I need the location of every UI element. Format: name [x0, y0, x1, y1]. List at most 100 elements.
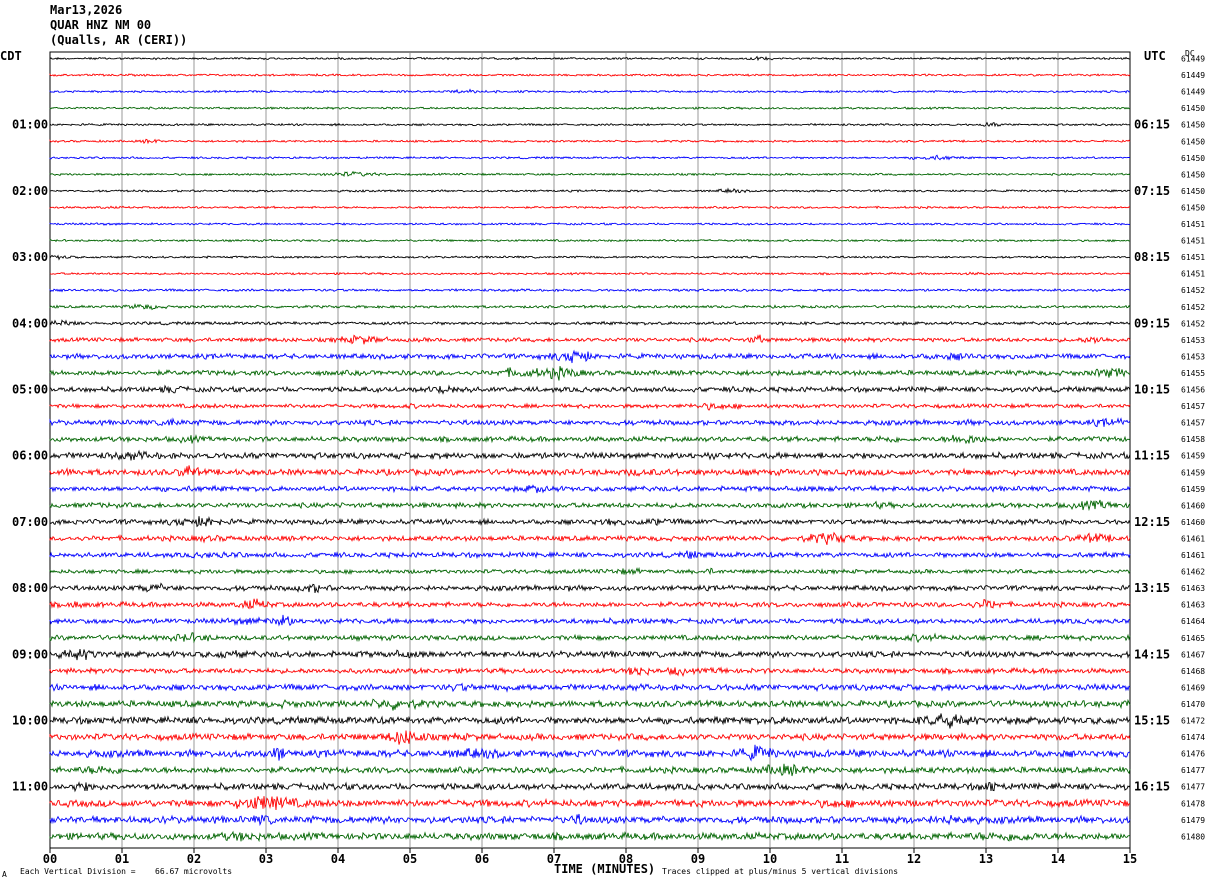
trace-line [49, 632, 1131, 644]
dc-offset-label: 61450 [1181, 170, 1205, 179]
trace-line [49, 649, 1131, 661]
trace-line [49, 781, 1131, 793]
right-time-label: 10:15 [1134, 383, 1170, 397]
dc-offset-label: 61464 [1181, 617, 1205, 626]
header-date: Mar13,2026 [50, 3, 123, 17]
dc-offset-label: 61449 [1181, 71, 1205, 80]
trace-line [49, 813, 1131, 827]
dc-offset-label: 61451 [1181, 220, 1205, 229]
trace-line [49, 187, 1131, 194]
trace-line [49, 449, 1131, 461]
left-time-label: 03:00 [12, 250, 48, 264]
trace-line [49, 614, 1131, 627]
trace-line [49, 698, 1131, 711]
dc-offset-label: 61450 [1181, 154, 1205, 163]
right-time-label: 07:15 [1134, 184, 1170, 198]
dc-offset-label: 61480 [1181, 832, 1205, 841]
trace-line [49, 730, 1131, 745]
left-time-label: 05:00 [12, 383, 48, 397]
trace-line [49, 796, 1131, 811]
dc-offset-label: 61474 [1181, 733, 1205, 742]
trace-line [49, 349, 1131, 364]
dc-offset-label: 61461 [1181, 551, 1205, 560]
right-time-label: 15:15 [1134, 714, 1170, 728]
trace-line [49, 138, 1131, 145]
dc-offset-label: 61468 [1181, 667, 1205, 676]
left-time-label: 06:00 [12, 449, 48, 463]
dc-offset-label: 61457 [1181, 402, 1205, 411]
x-tick-label: 02 [187, 852, 201, 866]
dc-offset-label: 61478 [1181, 799, 1205, 808]
dc-offset-label: 61452 [1181, 286, 1205, 295]
dc-offset-label: 61450 [1181, 104, 1205, 113]
dc-offset-label: 61451 [1181, 237, 1205, 246]
dc-offset-label: 61477 [1181, 783, 1205, 792]
dc-offset-label: 61462 [1181, 568, 1205, 577]
x-tick-label: 11 [835, 852, 849, 866]
dc-offset-label: 61450 [1181, 137, 1205, 146]
dc-offset-label: 61459 [1181, 468, 1205, 477]
trace-line [49, 73, 1131, 77]
dc-offset-label: 61455 [1181, 369, 1205, 378]
right-zone-label: UTC [1144, 49, 1166, 63]
trace-line [49, 334, 1131, 345]
left-time-label: 07:00 [12, 515, 48, 529]
dc-offset-label: 61452 [1181, 303, 1205, 312]
trace-line [49, 744, 1131, 762]
trace-line [49, 666, 1131, 678]
trace-line [49, 222, 1131, 226]
trace-line [49, 121, 1131, 128]
trace-line [49, 582, 1131, 594]
x-tick-label: 14 [1051, 852, 1065, 866]
dc-offset-label: 61450 [1181, 187, 1205, 196]
dc-offset-label: 61465 [1181, 634, 1205, 643]
x-tick-label: 15 [1123, 852, 1137, 866]
header-station: QUAR HNZ NM 00 [50, 18, 152, 32]
trace-line [49, 434, 1131, 445]
dc-offset-label: 61453 [1181, 352, 1205, 361]
dc-offset-label: 61460 [1181, 518, 1205, 527]
dc-offset-label: 61459 [1181, 452, 1205, 461]
dc-offset-label: 61456 [1181, 386, 1205, 395]
right-time-label: 13:15 [1134, 581, 1170, 595]
x-tick-label: 06 [475, 852, 489, 866]
trace-line [49, 499, 1131, 512]
footer-corner-mark: A [2, 870, 7, 879]
dc-offset-label: 61450 [1181, 203, 1205, 212]
dc-offset-label: 61453 [1181, 336, 1205, 345]
trace-line [49, 484, 1131, 494]
x-tick-label: 05 [403, 852, 417, 866]
left-time-label: 10:00 [12, 714, 48, 728]
left-time-label: 11:00 [12, 780, 48, 794]
dc-offset-label: 61457 [1181, 419, 1205, 428]
x-tick-label: 13 [979, 852, 993, 866]
x-tick-label: 09 [691, 852, 705, 866]
dc-offset-label: 61477 [1181, 766, 1205, 775]
trace-line [49, 88, 1130, 94]
trace-line [49, 271, 1131, 276]
x-tick-label: 01 [115, 852, 129, 866]
left-time-label: 04:00 [12, 316, 48, 330]
trace-line [49, 566, 1131, 576]
footer-scale-value: 66.67 microvolts [155, 867, 233, 876]
right-time-label: 16:15 [1134, 780, 1170, 794]
x-tick-label: 04 [331, 852, 345, 866]
dc-offset-label: 61469 [1181, 683, 1205, 692]
trace-line [49, 303, 1131, 311]
right-time-label: 14:15 [1134, 647, 1170, 661]
dc-offset-label: 61452 [1181, 319, 1205, 328]
x-tick-label: 03 [259, 852, 273, 866]
trace-line [49, 763, 1131, 777]
dc-offset-label: 61449 [1181, 88, 1205, 97]
left-time-label: 02:00 [12, 184, 48, 198]
trace-line [49, 254, 1131, 261]
footer-scale-prefix: Each Vertical Division = [20, 867, 136, 876]
dc-offset-label: 61459 [1181, 485, 1205, 494]
dc-offset-label: 61460 [1181, 501, 1205, 510]
trace-line [49, 154, 1130, 161]
dc-offset-label: 61451 [1181, 253, 1205, 262]
dc-offset-label: 61461 [1181, 534, 1205, 543]
trace-line [49, 830, 1131, 843]
right-time-label: 08:15 [1134, 250, 1170, 264]
